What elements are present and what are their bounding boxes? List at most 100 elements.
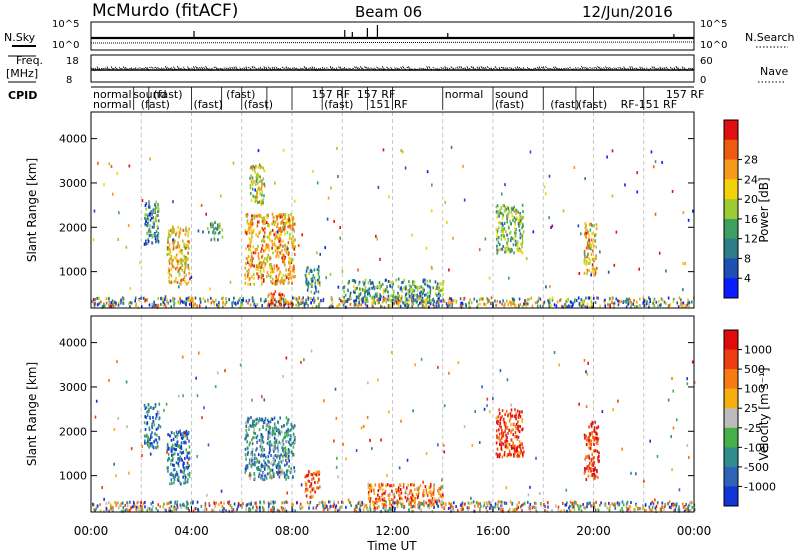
range-cell xyxy=(332,305,334,309)
range-cell xyxy=(274,454,277,458)
range-cell xyxy=(160,297,162,301)
range-cell xyxy=(263,467,266,471)
range-cell xyxy=(255,457,258,461)
range-cell xyxy=(388,195,390,199)
range-cell xyxy=(218,503,220,507)
range-cell xyxy=(282,374,284,378)
range-cell xyxy=(473,504,476,508)
range-cell xyxy=(408,497,410,501)
range-cell xyxy=(383,298,385,302)
range-cell xyxy=(371,301,373,305)
range-cell xyxy=(249,473,252,477)
range-cell xyxy=(276,268,279,272)
range-cell xyxy=(399,287,402,291)
range-cell xyxy=(115,501,118,505)
range-cell xyxy=(370,483,372,487)
range-cell xyxy=(187,251,189,255)
range-cell xyxy=(585,231,588,235)
range-cell xyxy=(172,225,174,229)
range-cell xyxy=(585,224,588,228)
range-cell xyxy=(677,508,680,512)
range-cell xyxy=(363,289,366,293)
range-cell xyxy=(504,250,506,254)
nave-mark xyxy=(581,65,584,70)
range-cell xyxy=(262,507,265,511)
range-cell xyxy=(500,416,502,420)
nave-mark xyxy=(134,67,138,71)
range-cell xyxy=(267,300,270,304)
range-cell xyxy=(621,447,623,451)
range-cell xyxy=(170,471,173,475)
range-cell xyxy=(514,408,516,412)
range-cell xyxy=(425,303,428,307)
range-cell xyxy=(177,394,180,398)
range-cell xyxy=(244,452,247,456)
range-cell xyxy=(384,502,387,506)
range-cell xyxy=(249,186,252,190)
velocity-colorbar-label: Velocity [m s⁻¹] xyxy=(757,367,771,460)
range-cell xyxy=(379,297,382,301)
range-cell xyxy=(361,298,364,302)
range-cell xyxy=(274,500,277,504)
range-cell xyxy=(438,304,440,308)
range-cell xyxy=(266,235,269,239)
range-cell xyxy=(129,508,131,512)
range-cell xyxy=(293,270,296,274)
range-cell xyxy=(387,298,389,302)
range-cell xyxy=(544,504,546,508)
range-cell xyxy=(450,297,453,301)
nave-mark xyxy=(641,66,644,71)
range-cell xyxy=(245,464,247,468)
range-cell xyxy=(154,219,157,223)
range-cell xyxy=(274,249,277,253)
range-cell xyxy=(92,502,94,506)
range-cell xyxy=(187,502,189,506)
range-cell xyxy=(513,237,515,241)
range-cell xyxy=(187,231,190,235)
nave-mark xyxy=(203,66,206,70)
range-cell xyxy=(185,226,187,230)
range-cell xyxy=(512,243,515,247)
range-cell xyxy=(245,247,247,251)
range-cell xyxy=(324,506,326,510)
range-cell xyxy=(606,155,608,159)
range-cell xyxy=(564,503,567,507)
nave-mark xyxy=(502,66,505,71)
nave-mark xyxy=(293,67,296,70)
range-cell xyxy=(169,434,171,438)
range-cell xyxy=(396,499,399,503)
range-cell xyxy=(129,305,131,309)
range-cell xyxy=(259,445,262,449)
range-cell xyxy=(213,237,216,241)
range-cell xyxy=(273,454,276,458)
range-cell xyxy=(179,481,181,485)
range-cell xyxy=(595,254,598,258)
range-cell xyxy=(595,441,598,445)
range-cell xyxy=(144,204,147,208)
range-cell xyxy=(510,210,513,214)
range-cell xyxy=(498,412,501,416)
range-cell xyxy=(269,270,272,274)
nave-mark xyxy=(359,65,363,70)
range-cell xyxy=(271,228,274,232)
nave-mark xyxy=(534,67,538,71)
range-cell xyxy=(510,438,513,442)
range-cell xyxy=(437,497,440,501)
range-cell xyxy=(250,416,252,420)
range-cell xyxy=(365,298,368,302)
range-cell xyxy=(595,449,597,453)
range-cell xyxy=(117,501,119,505)
range-cell xyxy=(413,483,415,487)
range-cell xyxy=(371,304,374,308)
range-cell xyxy=(333,439,335,443)
cpid-entry: (fast) xyxy=(141,98,170,111)
range-cell xyxy=(379,284,381,288)
range-cell xyxy=(280,213,283,217)
range-cell xyxy=(260,453,263,457)
range-cell xyxy=(166,446,169,450)
range-cell xyxy=(190,501,192,505)
range-cell xyxy=(357,304,359,308)
range-cell xyxy=(289,232,291,236)
range-cell xyxy=(157,208,160,212)
range-cell xyxy=(181,434,183,438)
